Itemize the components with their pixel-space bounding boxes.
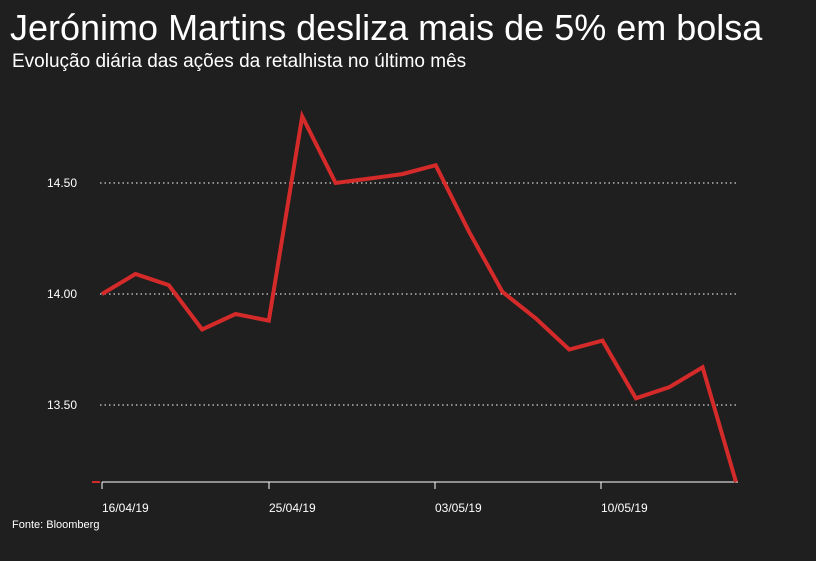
- x-tick-label: 25/04/19: [269, 501, 316, 515]
- y-tick-label: 14.50: [47, 176, 77, 190]
- y-tick-label: 13.50: [47, 398, 77, 412]
- x-axis-ticks: 16/04/19 25/04/19 03/05/19 10/05/19: [101, 482, 648, 515]
- chart-subtitle: Evolução diária das ações da retalhista …: [12, 51, 467, 72]
- y-tick-label: 14.00: [47, 287, 77, 301]
- x-tick-label: 16/04/19: [102, 501, 149, 515]
- grid-lines: [100, 182, 738, 406]
- chart-title: Jerónimo Martins desliza mais de 5% em b…: [10, 7, 763, 48]
- price-series-line: [100, 109, 738, 483]
- x-tick-label: 03/05/19: [435, 501, 482, 515]
- source-note: Fonte: Bloomberg: [12, 519, 100, 531]
- x-tick-label: 10/05/19: [601, 501, 648, 515]
- y-axis-ticks: 13.50 14.00 14.50: [47, 176, 77, 412]
